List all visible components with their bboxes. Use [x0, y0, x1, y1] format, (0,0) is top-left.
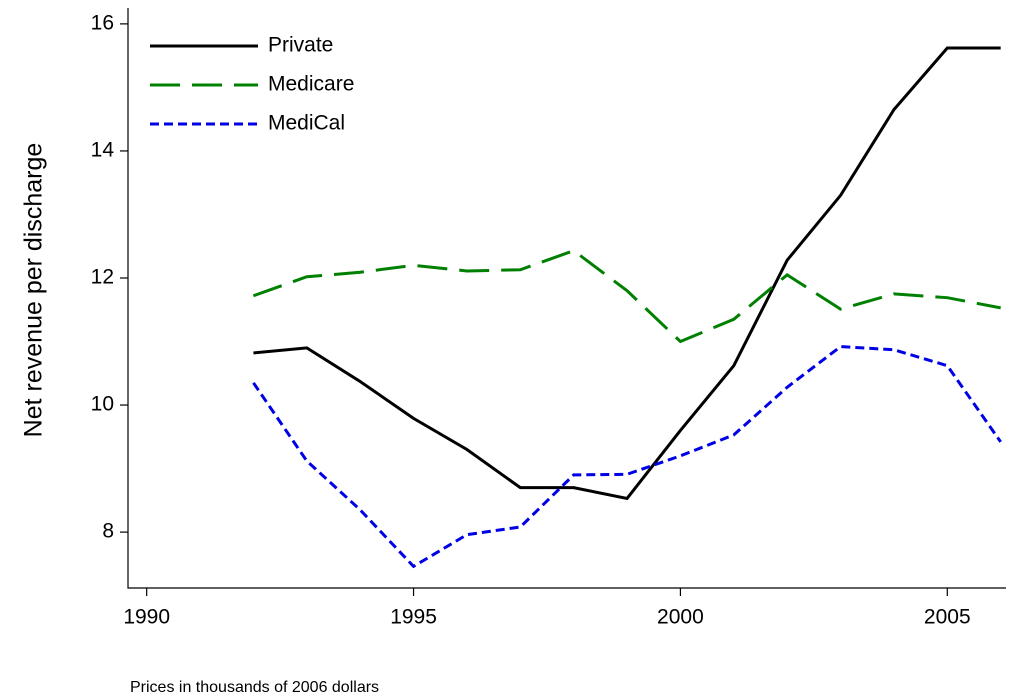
x-tick-label: 1995 [390, 606, 437, 629]
series-line [252, 248, 1001, 344]
x-tick-label: 2000 [657, 606, 704, 629]
y-axis-label: Net revenue per discharge [20, 143, 48, 438]
y-tick-label: 8 [102, 520, 114, 543]
legend-label: MediCal [268, 112, 345, 135]
axis-frame [127, 8, 1006, 589]
legend-label: Medicare [268, 73, 354, 96]
series-line [252, 345, 1002, 569]
series-line [253, 46, 1001, 501]
legend-label: Private [268, 34, 333, 57]
x-tick-label: 1990 [123, 606, 170, 629]
note: Prices in thousands of 2006 dollars [130, 679, 379, 696]
y-tick-label: 12 [91, 266, 114, 289]
y-tick-label: 16 [91, 11, 114, 34]
y-tick-label: 10 [91, 393, 114, 416]
y-tick-label: 14 [91, 138, 115, 161]
x-tick-label: 2005 [924, 606, 971, 629]
